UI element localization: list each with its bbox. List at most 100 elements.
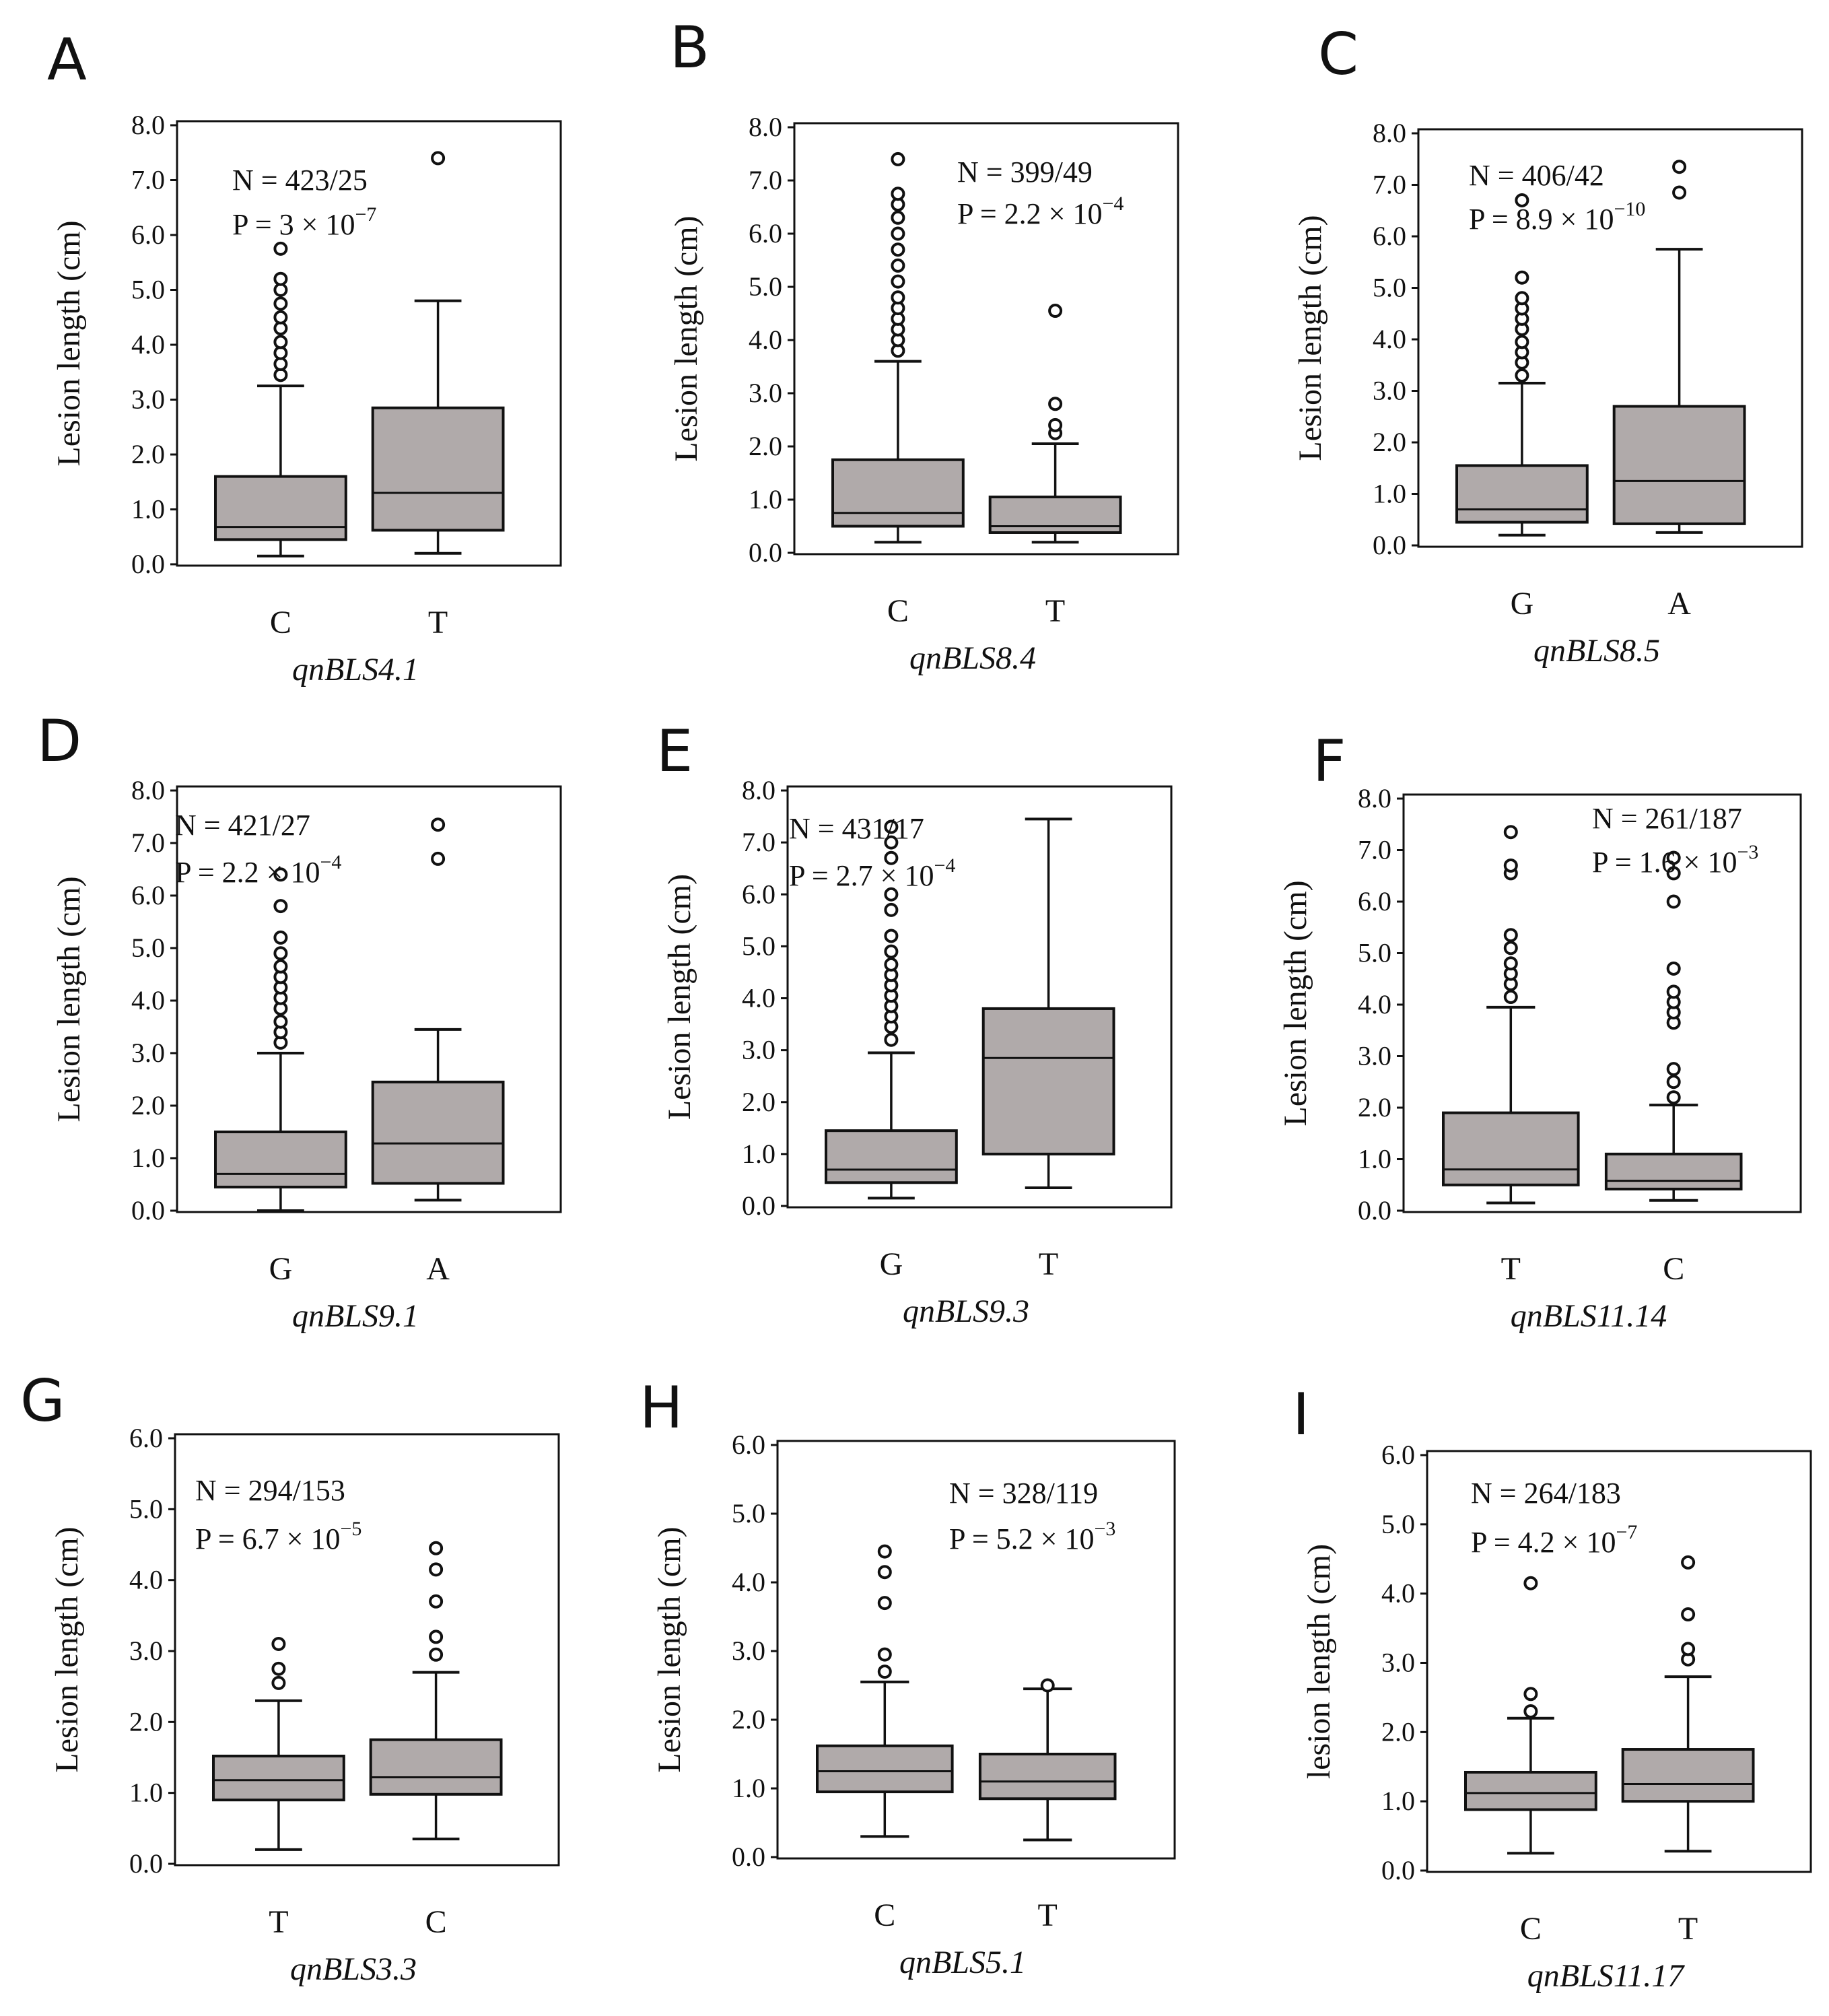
y-tick-label: 0.0 (1381, 1855, 1415, 1885)
box-a (371, 1080, 505, 1185)
y-tick-label: 4.0 (131, 985, 165, 1015)
y-tick-label: 8.0 (1373, 118, 1406, 148)
outlier-point (884, 850, 899, 865)
box-c (816, 1744, 954, 1794)
y-tick-label: 6.0 (129, 1423, 163, 1453)
box-c (369, 1738, 503, 1796)
panel-g: G 0.0 1.0 2.0 3.0 4.0 5.0 6.0 Lesion length (cm)… (20, 1368, 560, 1987)
y-tick-label: 3.0 (742, 1035, 775, 1065)
y-axis-label: Lesion length (cm) (51, 220, 87, 466)
outlier-point (429, 1594, 444, 1609)
y-tick-label: 6.0 (131, 220, 165, 250)
y-tick-label: 1.0 (131, 494, 165, 525)
box-g (825, 1129, 958, 1184)
outlier-point (1503, 858, 1518, 873)
plot-frame-i (1426, 1450, 1812, 1873)
y-tick-label: 2.0 (131, 1090, 165, 1120)
p-exponent: −3 (1094, 1518, 1115, 1540)
outlier-point (884, 957, 899, 972)
p-exponent: −3 (1737, 841, 1758, 863)
y-tick-label: 6.0 (1373, 221, 1406, 251)
plot-frame-e (786, 785, 1173, 1209)
y-tick-label: 0.0 (131, 1195, 165, 1225)
outlier-point (891, 290, 905, 305)
y-tick-label: 6.0 (749, 218, 782, 248)
outlier-point (877, 1647, 892, 1662)
y-tick-label: 8.0 (1358, 783, 1391, 813)
outlier-point (273, 867, 288, 882)
y-tick-label: 1.0 (131, 1143, 165, 1173)
category-label: T (1501, 1251, 1521, 1287)
p-exponent: −4 (1102, 193, 1124, 215)
y-tick-label: 5.0 (1381, 1509, 1415, 1539)
p-exponent: −4 (934, 854, 955, 877)
outlier-point (884, 1032, 899, 1047)
y-tick-label: 7.0 (131, 165, 165, 195)
x-axis-label: qnBLS11.14 (1511, 1298, 1667, 1334)
category-label: C (1663, 1251, 1684, 1287)
plot-frame-h (776, 1440, 1176, 1860)
outlier-point (1515, 335, 1529, 349)
outlier-point (1515, 368, 1529, 383)
outlier-point (1048, 417, 1063, 432)
outlier-point (891, 187, 905, 201)
y-tick-label: 5.0 (1358, 938, 1391, 968)
outlier-point (1666, 850, 1681, 865)
outlier-point (1681, 1555, 1696, 1570)
y-tick-label: 2.0 (1381, 1716, 1415, 1747)
y-axis-label: Lesion length (cm) (51, 876, 87, 1122)
outlier-point (1048, 397, 1063, 411)
outlier-point (1666, 1075, 1681, 1089)
y-tick-label: 0.0 (742, 1190, 775, 1221)
y-tick-label: 2.0 (749, 431, 782, 461)
p-annotation: P = 4.2 × 10−7 (1471, 1521, 1637, 1559)
category-label: T (1678, 1911, 1698, 1947)
panel-a: A 0.0 1.0 2.0 3.0 4.0 5.0 6.0 7.0 8.0 Lesion lengt… (47, 26, 562, 687)
outlier-point (884, 929, 899, 943)
x-axis-label: qnBLS11.17 (1527, 1958, 1685, 1994)
n-annotation: N = 421/27 (175, 809, 310, 842)
y-tick-label: 8.0 (131, 775, 165, 805)
box-c (1604, 1152, 1743, 1190)
category-label: T (428, 605, 448, 640)
x-axis-label: qnBLS9.3 (903, 1293, 1029, 1329)
plot-frame-g (174, 1433, 560, 1867)
y-tick-label: 2.0 (1373, 427, 1406, 457)
outlier-point (273, 310, 288, 325)
y-tick-label: 7.0 (1358, 835, 1391, 865)
panel-letter-d: D (37, 708, 81, 775)
outlier-point (1048, 304, 1063, 318)
outlier-point (1515, 193, 1529, 207)
outlier-point (273, 296, 288, 311)
y-tick-label: 4.0 (1373, 324, 1406, 354)
y-tick-label: 3.0 (1381, 1648, 1415, 1678)
n-annotation: N = 431/17 (789, 812, 924, 845)
outlier-point (1523, 1687, 1538, 1702)
y-tick-label: 1.0 (1381, 1786, 1415, 1816)
x-axis-label: qnBLS5.1 (899, 1945, 1026, 1980)
outlier-point (1515, 291, 1529, 306)
panel-letter-a: A (47, 26, 87, 94)
y-tick-label: 4.0 (1358, 989, 1391, 1019)
outlier-point (429, 1541, 444, 1555)
y-axis-label: lesion length (cm) (1301, 1544, 1337, 1779)
outlier-point (1523, 1576, 1538, 1590)
outlier-point (1666, 984, 1681, 999)
box-g (214, 1131, 347, 1188)
y-tick-label: 8.0 (131, 110, 165, 140)
y-tick-label: 2.0 (1358, 1092, 1391, 1122)
p-annotation: P = 2.2 × 10−4 (175, 851, 341, 889)
box-t (988, 496, 1122, 534)
outlier-point (273, 271, 288, 286)
box-c (831, 458, 965, 528)
panel-letter-f: F (1313, 728, 1346, 795)
p-exponent: −10 (1614, 198, 1645, 220)
y-tick-label: 5.0 (1373, 273, 1406, 303)
outlier-point (891, 258, 905, 273)
outlier-point (273, 241, 288, 256)
plot-frame-b (793, 122, 1179, 556)
outlier-point (877, 1665, 892, 1679)
outlier-point (271, 1661, 286, 1676)
y-tick-label: 6.0 (131, 880, 165, 910)
